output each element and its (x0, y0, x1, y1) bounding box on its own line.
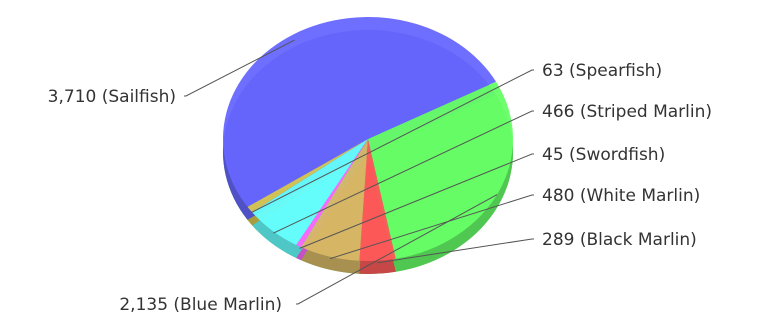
slice-sailfish[interactable] (222, 16, 497, 207)
leader-line-blue-marlin (296, 194, 498, 305)
label-black-marlin: 289 (Black Marlin) (542, 230, 697, 250)
leader-lines (184, 39, 534, 305)
pie-slices (222, 16, 513, 261)
leader-line-striped-marlin (273, 110, 534, 234)
slice-labels: 3,710 (Sailfish) 63 (Spearfish) 466 (Strip… (48, 61, 712, 315)
slice-black-marlin[interactable] (359, 139, 396, 261)
slice-white-marlin[interactable] (301, 139, 368, 261)
leader-line-black-marlin (377, 238, 534, 264)
label-striped-marlin: 466 (Striped Marlin) (542, 102, 712, 122)
label-blue-marlin: 2,135 (Blue Marlin) (119, 295, 282, 315)
leader-line-spearfish (251, 69, 534, 213)
slice-spearfish[interactable] (247, 139, 368, 213)
label-sailfish: 3,710 (Sailfish) (48, 87, 176, 107)
slice-swordfish[interactable] (296, 139, 368, 248)
leader-line-white-marlin (329, 194, 534, 260)
label-spearfish: 63 (Spearfish) (542, 61, 662, 81)
label-swordfish: 45 (Swordfish) (542, 145, 665, 165)
slice-striped-marlin[interactable] (252, 139, 368, 245)
leader-line-swordfish (299, 153, 534, 249)
label-white-marlin: 480 (White Marlin) (542, 186, 700, 206)
slice-blue-marlin[interactable] (368, 81, 513, 259)
leader-line-sailfish (184, 39, 295, 97)
